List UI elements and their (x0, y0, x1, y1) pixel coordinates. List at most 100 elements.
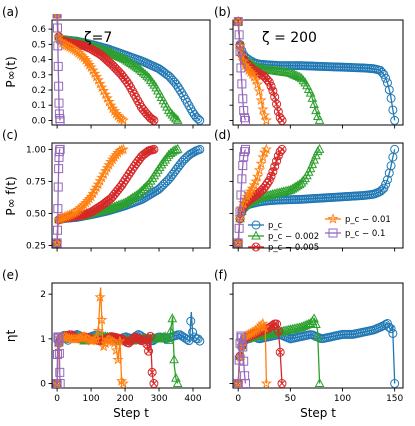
data-point (266, 81, 276, 91)
data-point (305, 87, 316, 97)
data-point (76, 331, 88, 343)
legend-label: p_c (268, 221, 283, 231)
data-point (52, 349, 62, 359)
data-point (309, 98, 319, 109)
data-point (195, 115, 205, 125)
marker-ring (149, 115, 159, 125)
data-point (52, 238, 62, 248)
data-point (245, 185, 257, 197)
data-point (241, 115, 251, 125)
data-point (127, 59, 138, 69)
panel-label: (d) (214, 128, 231, 142)
marker-ring (266, 171, 276, 181)
data-point (390, 379, 400, 389)
series-line (237, 21, 247, 121)
data-point (53, 31, 65, 42)
data-point (236, 49, 248, 61)
data-point (53, 61, 63, 71)
data-point (251, 78, 264, 90)
y-tick-label: 2 (40, 290, 46, 300)
data-point (294, 71, 305, 81)
series-layer (52, 287, 205, 389)
series-pc_01 (52, 332, 65, 389)
y-tick-label: 0.25 (26, 241, 46, 251)
data-point (103, 159, 115, 170)
marker-ring (264, 77, 274, 87)
data-point (117, 114, 129, 126)
data-point (55, 379, 65, 389)
data-point (172, 377, 183, 388)
data-point (296, 73, 307, 83)
data-point (235, 207, 245, 217)
data-point (122, 55, 133, 65)
data-point (388, 328, 398, 338)
x-tick-label: 0 (54, 394, 60, 404)
data-point (233, 379, 243, 389)
y-tick-label: 0.4 (32, 56, 47, 66)
panel-b: (b) (214, 5, 404, 129)
data-point (311, 318, 321, 328)
marker-cross (275, 328, 282, 334)
data-point (54, 109, 64, 119)
series-pc_001 (233, 15, 273, 126)
legend-item-pc: p_c (248, 220, 283, 231)
data-point (270, 92, 280, 102)
marker-cross (143, 341, 150, 348)
data-point (94, 175, 106, 186)
annotation-zeta-b: ζ = 200 (262, 30, 317, 46)
data-point (384, 85, 394, 95)
y-tick-label: 1 (40, 335, 46, 345)
data-point (309, 313, 319, 323)
panel-label: (b) (214, 5, 231, 19)
data-point (131, 61, 142, 71)
data-point (234, 30, 244, 40)
data-point (92, 178, 104, 190)
data-point (55, 144, 65, 154)
data-point (160, 331, 170, 341)
marker-cross (268, 83, 275, 90)
data-point (237, 174, 247, 184)
marker-ring (147, 367, 157, 377)
data-point (233, 237, 244, 247)
panel-d: (d) (214, 128, 404, 252)
data-point (259, 109, 271, 121)
data-point (80, 54, 92, 65)
legend-label: p_c − 0.01 (345, 215, 391, 225)
marker-cross (268, 173, 275, 180)
y-tick-label: 0.75 (26, 177, 46, 187)
series-layer (233, 313, 400, 389)
data-point (85, 190, 97, 202)
data-point (241, 61, 253, 73)
data-point (140, 69, 151, 79)
data-point (238, 161, 248, 171)
data-point (87, 187, 99, 199)
data-point (171, 113, 181, 123)
data-point (234, 355, 244, 365)
data-point (303, 318, 314, 328)
legend-marker (251, 220, 261, 230)
data-point (312, 146, 323, 156)
marker-ring (275, 347, 285, 357)
data-point (78, 51, 90, 63)
data-point (233, 238, 243, 248)
data-point (250, 74, 262, 85)
data-point (90, 181, 103, 193)
data-point (55, 115, 65, 125)
data-point (246, 182, 258, 194)
data-point (195, 336, 205, 346)
marker-cross (150, 117, 157, 124)
panel-label: (f) (214, 268, 228, 282)
data-point (298, 175, 309, 185)
marker-cross (150, 380, 157, 387)
data-point (117, 377, 129, 389)
legend-label: p_c − 0.002 (268, 232, 319, 242)
data-point (54, 164, 64, 174)
data-point (149, 379, 159, 389)
marker-cross (147, 333, 154, 340)
data-point (257, 151, 269, 163)
y-tick-label: 0.50 (26, 209, 46, 219)
data-point (238, 342, 248, 352)
data-point (260, 143, 272, 155)
legend-item-pc_01: p_c − 0.1 (325, 228, 385, 239)
data-point (169, 354, 179, 364)
